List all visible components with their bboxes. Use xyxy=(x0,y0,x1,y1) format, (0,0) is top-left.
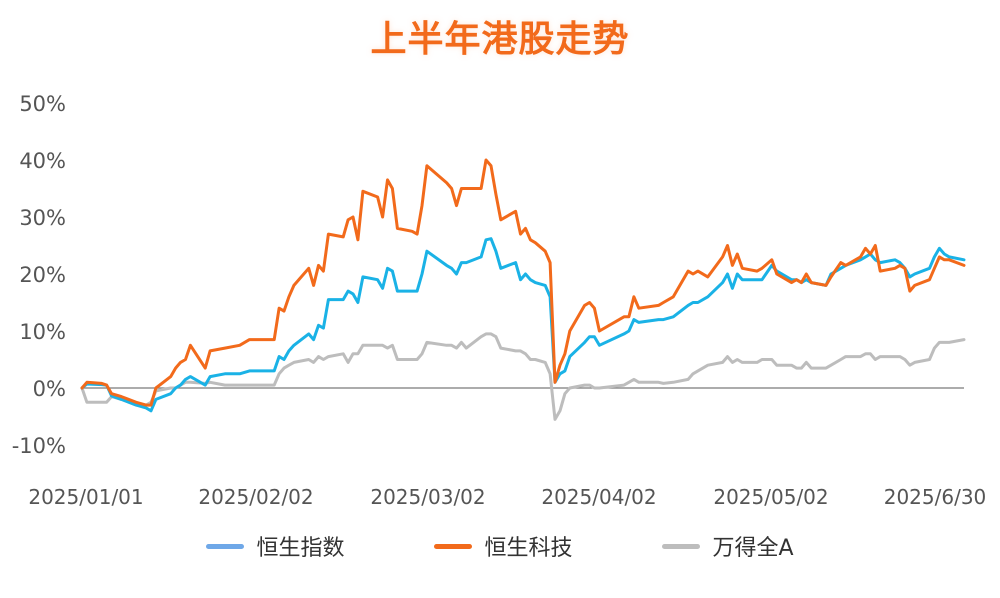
y-tick-label: 50% xyxy=(19,92,66,116)
x-tick-label: 2025/04/02 xyxy=(541,485,656,509)
y-tick-label: 20% xyxy=(19,263,66,287)
legend-swatch xyxy=(434,543,473,549)
y-tick-label: 30% xyxy=(19,206,66,230)
legend-label: 万得全A xyxy=(712,536,794,561)
series-line-1 xyxy=(80,158,966,407)
x-tick-label: 2025/05/02 xyxy=(713,485,828,509)
x-tick-label: 2025/03/02 xyxy=(370,485,485,509)
x-tick-label: 2025/6/30 xyxy=(884,485,987,509)
y-tick-label: 0% xyxy=(33,377,66,401)
y-tick-label: 40% xyxy=(19,149,66,173)
legend-item: 恒生指数 xyxy=(206,530,344,562)
chart-legend: 恒生指数 恒生科技 万得全A xyxy=(0,530,1000,562)
legend-item: 恒生科技 xyxy=(434,530,572,562)
legend-label: 恒生科技 xyxy=(484,536,573,561)
series-line-2 xyxy=(80,332,966,421)
x-tick-label: 2025/01/01 xyxy=(28,485,143,509)
chart-title: 上半年港股走势 xyxy=(370,19,630,60)
x-tick-label: 2025/02/02 xyxy=(198,485,313,509)
y-tick-label: 10% xyxy=(19,320,66,344)
legend-label: 恒生指数 xyxy=(256,536,345,561)
legend-item: 万得全A xyxy=(662,530,794,562)
series-line-0 xyxy=(80,237,966,413)
legend-swatch xyxy=(206,543,245,549)
legend-swatch xyxy=(662,543,701,549)
y-tick-label: -10% xyxy=(12,434,66,458)
